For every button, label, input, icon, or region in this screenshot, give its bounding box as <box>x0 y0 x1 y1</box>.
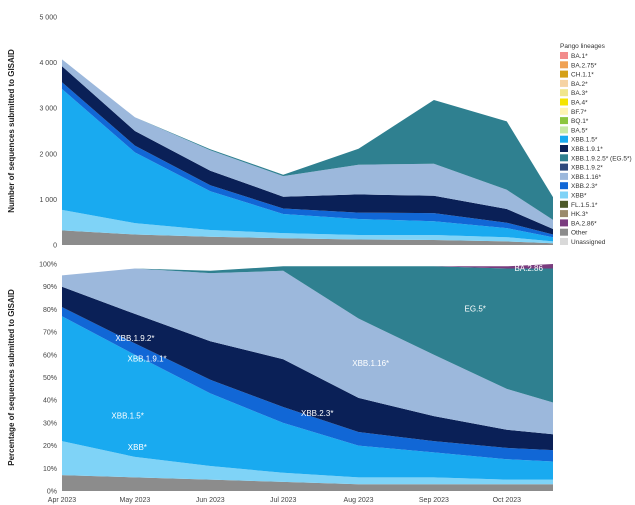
legend-swatch-fl-1-5-1 <box>560 200 568 208</box>
legend-item-xbb-1-5: XBB.1.5* <box>571 137 598 144</box>
legend-swatch-ba-1 <box>560 52 568 59</box>
legend-item-unassigned: Unassigned <box>571 239 606 246</box>
legend-item-bq-1: BQ.1* <box>571 118 589 125</box>
legend-swatch-ba-2-86 <box>560 219 568 227</box>
y-tick-label: 90% <box>43 284 57 291</box>
y-tick-label: 10% <box>43 466 57 473</box>
x-tick-label: Oct 2023 <box>493 497 522 504</box>
legend-swatch-hk-3 <box>560 210 568 218</box>
legend-swatch-ba-3 <box>560 89 568 97</box>
y-axis-label: Percentage of sequences submitted to GIS… <box>7 289 16 466</box>
area-series-xbb-2-3 <box>62 82 553 238</box>
legend-item-ba-4: BA.4* <box>571 100 588 107</box>
annotation-xbb-1-5: XBB.1.5* <box>111 411 143 420</box>
area-series-eg-5 <box>62 266 553 403</box>
legend-swatch-xbb-1-9-2-5-eg-5 <box>560 154 568 162</box>
y-tick-label: 60% <box>43 352 57 359</box>
legend-item-ch-1-1: CH.1.1* <box>571 72 594 79</box>
legend-item-ba-3: BA.3* <box>571 90 588 97</box>
legend-item-ba-2: BA.2* <box>571 81 588 88</box>
annotation-ba-2-86: BA.2.86 <box>514 264 543 273</box>
legend-swatch-xbb-1-9-2 <box>560 163 568 171</box>
x-tick-label: Jun 2023 <box>196 497 225 504</box>
legend-item-hk-3: HK.3* <box>571 211 588 218</box>
y-tick-label: 2 000 <box>39 151 57 158</box>
annotation-eg-5: EG.5* <box>465 305 486 314</box>
annotation-xbb-1-9-2: XBB.1.9.2* <box>115 334 154 343</box>
y-tick-label: 3 000 <box>39 106 57 113</box>
top-chart-panel: 0 1 000 2 000 3 000 4 000 5 000 Number of sequ… <box>7 15 553 250</box>
annotation-xbb: XBB* <box>128 443 147 452</box>
area-series-xbb <box>62 441 553 485</box>
legend-item-other: Other <box>571 230 588 237</box>
area-series-xbb-1-16 <box>62 59 553 230</box>
area-series-xbb-1-16 <box>62 268 553 435</box>
x-tick-label: Apr 2023 <box>48 497 77 504</box>
legend-item-ba-2-86: BA.2.86* <box>571 220 597 227</box>
y-tick-label: 70% <box>43 330 57 337</box>
legend-item-ba-2-75: BA.2.75* <box>571 62 597 69</box>
legend-item-xbb-1-9-2: XBB.1.9.2* <box>571 165 603 172</box>
y-tick-label: 5 000 <box>39 15 57 22</box>
y-tick-label: 50% <box>43 375 57 382</box>
bottom-chart-panel: 0% 10% 20% 30% 40% 50% 60% 70% 80% 90% 100% Percent… <box>7 262 553 504</box>
area-series-xbb-1-5 <box>62 89 553 242</box>
legend-item-bf-7: BF.7* <box>571 109 587 116</box>
area-series-other <box>62 230 553 245</box>
area-series-xbb-1-9-1 <box>62 286 553 451</box>
y-tick-label: 30% <box>43 420 57 427</box>
legend-title: Pango lineages <box>560 43 606 50</box>
y-tick-label: 0 <box>53 243 57 250</box>
legend-swatch-bq-1 <box>560 117 568 125</box>
y-tick-label: 20% <box>43 443 57 450</box>
annotation-xbb-1-9-1: XBB.1.9.1* <box>128 355 167 364</box>
x-tick-label: Sep 2023 <box>419 497 449 504</box>
legend-swatch-unassigned <box>560 238 568 245</box>
x-tick-label: Aug 2023 <box>344 497 374 504</box>
y-tick-label: 4 000 <box>39 60 57 67</box>
legend: Pango lineages BA.1* BA.2.75* CH.1.1* BA.2* B… <box>560 43 632 246</box>
legend-item-xbb-1-16: XBB.1.16* <box>571 174 601 181</box>
legend-swatch-xbb-1-9-1 <box>560 145 568 152</box>
y-axis-label: Number of sequences submitted to GISAID <box>7 49 16 213</box>
area-series-xbb <box>62 209 553 244</box>
annotation-xbb-2-3: XBB.2.3* <box>301 409 333 418</box>
area-series-xbb-1-5 <box>62 316 553 480</box>
y-tick-label: 1 000 <box>39 197 57 204</box>
legend-swatch-ba-2 <box>560 79 568 87</box>
legend-swatch-ba-2-75 <box>560 61 568 69</box>
legend-item-xbb-1-9-1: XBB.1.9.1* <box>571 146 603 153</box>
legend-swatch-xbb-2-3 <box>560 182 568 190</box>
legend-item-xbb: XBB* <box>571 193 587 200</box>
y-tick-label: 0% <box>47 489 57 496</box>
x-tick-label: Jul 2023 <box>270 497 297 504</box>
legend-swatch-xbb-1-16 <box>560 172 568 180</box>
legend-swatch-xbb-1-5 <box>560 135 568 143</box>
legend-swatch-bf-7 <box>560 107 568 115</box>
legend-item-xbb-1-9-2-5-eg-5: XBB.1.9.2.5* (EG.5*) <box>571 155 632 162</box>
legend-swatch-other <box>560 228 568 236</box>
legend-swatch-ba-5 <box>560 126 568 134</box>
y-tick-label: 100% <box>39 262 57 269</box>
area-series-eg-5 <box>62 59 553 220</box>
legend-item-ba-1: BA.1* <box>571 53 588 60</box>
legend-item-xbb-2-3: XBB.2.3* <box>571 183 598 190</box>
legend-item-fl-1-5-1: FL.1.5.1* <box>571 202 598 209</box>
legend-swatch-ba-4 <box>560 98 568 106</box>
legend-swatch-xbb <box>560 191 568 199</box>
legend-item-ba-5: BA.5* <box>571 127 588 134</box>
x-tick-label: May 2023 <box>120 497 151 504</box>
y-tick-label: 80% <box>43 307 57 314</box>
annotation-xbb-1-16: XBB.1.16* <box>352 359 389 368</box>
y-tick-label: 40% <box>43 398 57 405</box>
area-series-other <box>62 475 553 491</box>
legend-swatch-ch-1-1 <box>560 70 568 78</box>
area-series-xbb-1-9-1 <box>62 66 553 235</box>
